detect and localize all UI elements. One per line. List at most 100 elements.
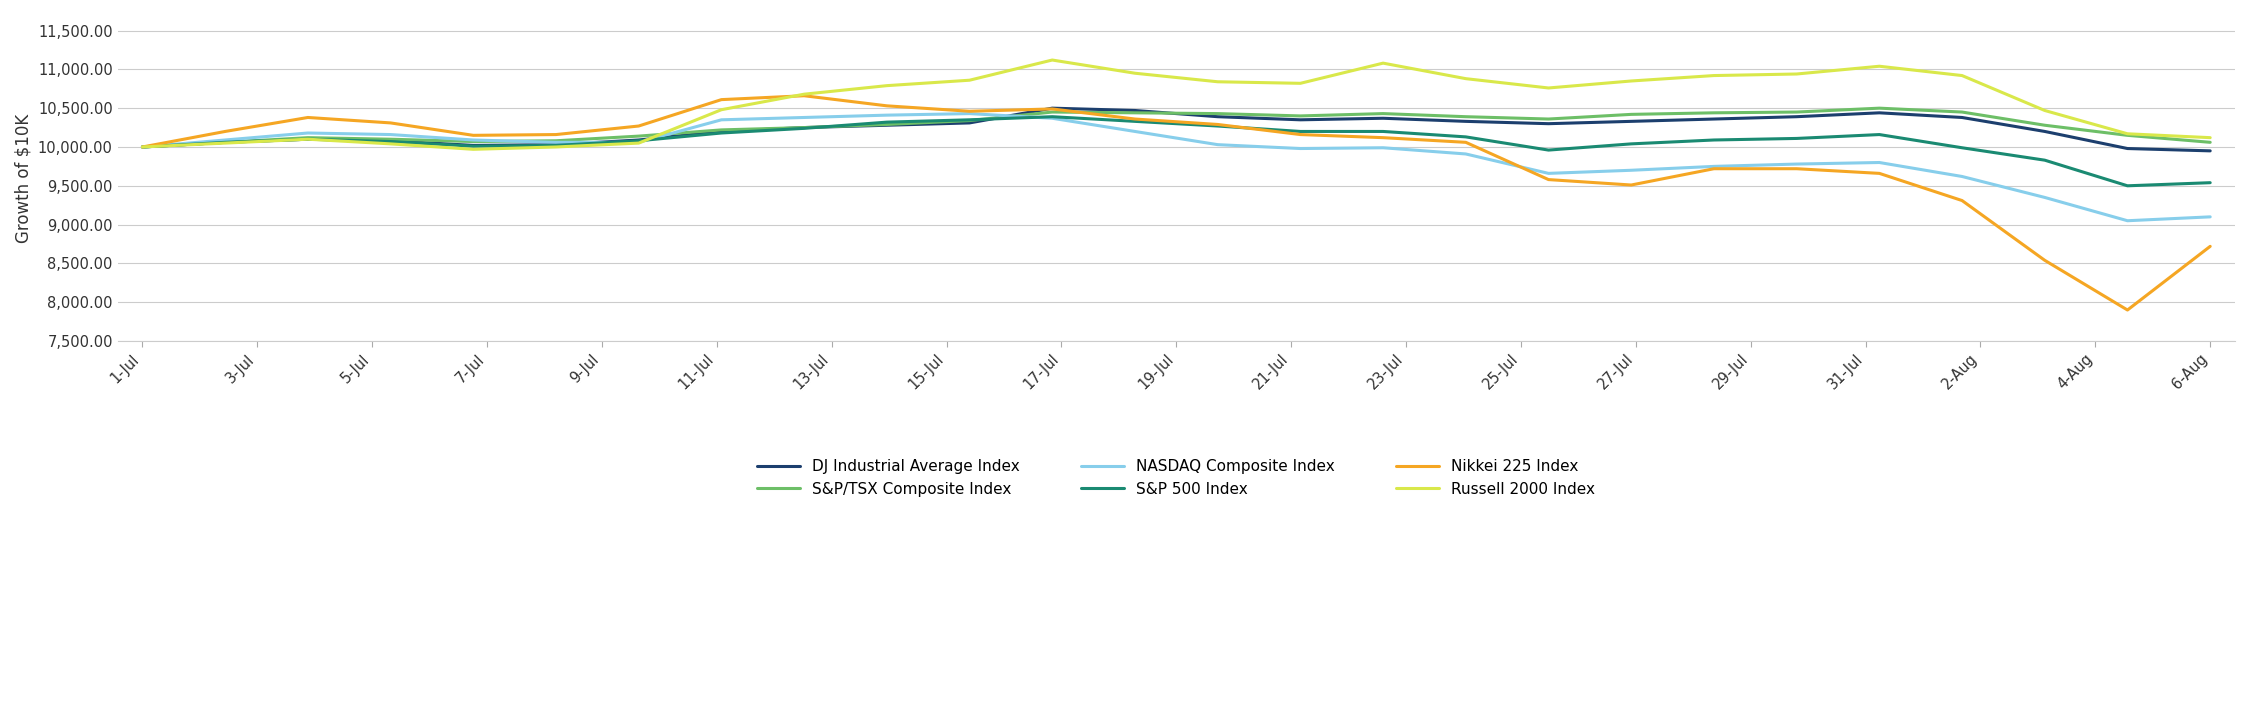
S&P/TSX Composite Index (1535, 115, 1562, 123)
DJ Industrial Average Index (378, 136, 405, 145)
Nikkei 225 Index (212, 127, 238, 136)
Legend: DJ Industrial Average Index, S&P/TSX Composite Index, NASDAQ Composite Index, S&: DJ Industrial Average Index, S&P/TSX Com… (752, 453, 1602, 503)
S&P 500 Index (873, 118, 900, 126)
DJ Industrial Average Index (1701, 115, 1728, 123)
Russell 2000 Index (1535, 84, 1562, 92)
S&P/TSX Composite Index (1120, 108, 1148, 117)
Nikkei 225 Index (1865, 169, 1892, 177)
Russell 2000 Index (1784, 70, 1811, 79)
DJ Industrial Average Index (542, 141, 569, 149)
S&P 500 Index (542, 141, 569, 150)
Nikkei 225 Index (2032, 256, 2059, 265)
NASDAQ Composite Index (1040, 114, 1066, 123)
Nikkei 225 Index (626, 122, 652, 131)
S&P/TSX Composite Index (295, 133, 322, 142)
Nikkei 225 Index (459, 131, 486, 140)
S&P/TSX Composite Index (212, 138, 238, 146)
S&P/TSX Composite Index (459, 137, 486, 146)
Nikkei 225 Index (2115, 306, 2142, 314)
NASDAQ Composite Index (1535, 169, 1562, 177)
S&P 500 Index (1948, 143, 1976, 152)
DJ Industrial Average Index (2032, 127, 2059, 136)
DJ Industrial Average Index (128, 143, 155, 151)
S&P/TSX Composite Index (1287, 112, 1314, 120)
Y-axis label: Growth of $10K: Growth of $10K (16, 113, 34, 243)
Nikkei 225 Index (2196, 242, 2223, 251)
Nikkei 225 Index (1120, 115, 1148, 123)
DJ Industrial Average Index (1784, 112, 1811, 121)
Russell 2000 Index (790, 90, 817, 99)
S&P/TSX Composite Index (956, 116, 983, 125)
Russell 2000 Index (2196, 133, 2223, 142)
Nikkei 225 Index (1370, 133, 1397, 142)
NASDAQ Composite Index (790, 113, 817, 122)
S&P/TSX Composite Index (790, 123, 817, 132)
Russell 2000 Index (1120, 69, 1148, 78)
DJ Industrial Average Index (709, 127, 736, 136)
S&P/TSX Composite Index (1618, 110, 1645, 119)
Nikkei 225 Index (1204, 120, 1231, 129)
Line: Nikkei 225 Index: Nikkei 225 Index (142, 96, 2210, 310)
Russell 2000 Index (1040, 56, 1066, 64)
Nikkei 225 Index (1948, 196, 1976, 205)
NASDAQ Composite Index (459, 136, 486, 144)
S&P 500 Index (709, 128, 736, 137)
NASDAQ Composite Index (1204, 141, 1231, 149)
Nikkei 225 Index (1040, 105, 1066, 113)
NASDAQ Composite Index (1287, 144, 1314, 153)
Nikkei 225 Index (1451, 138, 1478, 146)
S&P 500 Index (2115, 182, 2142, 190)
S&P/TSX Composite Index (1204, 110, 1231, 118)
S&P/TSX Composite Index (542, 136, 569, 145)
Nikkei 225 Index (709, 95, 736, 104)
Russell 2000 Index (626, 138, 652, 147)
Nikkei 225 Index (378, 118, 405, 127)
NASDAQ Composite Index (128, 143, 155, 151)
S&P 500 Index (790, 124, 817, 133)
S&P 500 Index (1287, 127, 1314, 136)
Russell 2000 Index (873, 81, 900, 90)
Nikkei 225 Index (1784, 164, 1811, 173)
S&P/TSX Composite Index (1370, 110, 1397, 118)
DJ Industrial Average Index (1865, 108, 1892, 117)
Russell 2000 Index (295, 135, 322, 143)
S&P 500 Index (956, 115, 983, 124)
Line: Russell 2000 Index: Russell 2000 Index (142, 60, 2210, 149)
DJ Industrial Average Index (1618, 117, 1645, 125)
DJ Industrial Average Index (790, 123, 817, 132)
Russell 2000 Index (1370, 59, 1397, 68)
DJ Industrial Average Index (1451, 117, 1478, 125)
Russell 2000 Index (1287, 79, 1314, 88)
Russell 2000 Index (378, 140, 405, 149)
NASDAQ Composite Index (542, 138, 569, 146)
Line: DJ Industrial Average Index: DJ Industrial Average Index (142, 108, 2210, 151)
Nikkei 225 Index (128, 143, 155, 151)
S&P 500 Index (128, 143, 155, 151)
S&P/TSX Composite Index (709, 125, 736, 134)
Nikkei 225 Index (542, 131, 569, 139)
DJ Industrial Average Index (1204, 112, 1231, 121)
Nikkei 225 Index (295, 113, 322, 122)
Nikkei 225 Index (873, 102, 900, 110)
S&P 500 Index (1535, 146, 1562, 154)
Nikkei 225 Index (1618, 181, 1645, 190)
S&P/TSX Composite Index (873, 120, 900, 129)
S&P 500 Index (1701, 136, 1728, 144)
NASDAQ Composite Index (295, 128, 322, 137)
DJ Industrial Average Index (1287, 115, 1314, 124)
NASDAQ Composite Index (2115, 216, 2142, 225)
NASDAQ Composite Index (709, 115, 736, 124)
Russell 2000 Index (2115, 130, 2142, 138)
Russell 2000 Index (1701, 71, 1728, 80)
S&P 500 Index (2032, 156, 2059, 164)
NASDAQ Composite Index (1948, 172, 1976, 181)
DJ Industrial Average Index (2196, 146, 2223, 155)
NASDAQ Composite Index (1701, 162, 1728, 171)
DJ Industrial Average Index (1040, 104, 1066, 112)
Russell 2000 Index (956, 76, 983, 84)
DJ Industrial Average Index (295, 135, 322, 143)
DJ Industrial Average Index (626, 136, 652, 144)
Line: S&P 500 Index: S&P 500 Index (142, 117, 2210, 186)
NASDAQ Composite Index (1865, 158, 1892, 167)
Line: NASDAQ Composite Index: NASDAQ Composite Index (142, 114, 2210, 221)
